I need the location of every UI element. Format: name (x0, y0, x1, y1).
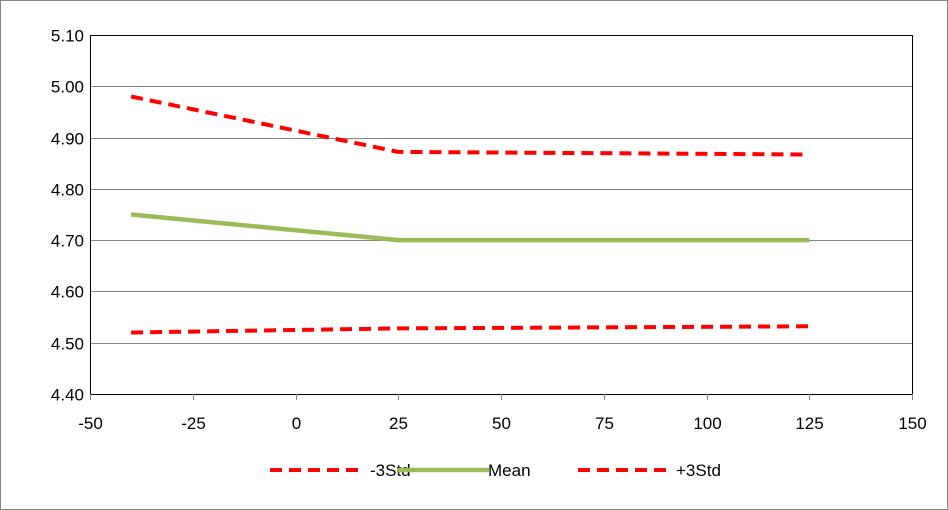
x-tick-label: 100 (693, 414, 721, 433)
y-tick-label: 5.10 (51, 27, 84, 46)
y-tick-label: 4.90 (51, 130, 84, 149)
legend: -3Std Mean +3Std (270, 461, 721, 480)
x-tick-label: 25 (389, 414, 408, 433)
x-tick-label: 50 (492, 414, 511, 433)
legend-label: Mean (488, 461, 531, 480)
x-tick-label: 150 (898, 414, 926, 433)
y-tick-label: 4.50 (51, 335, 84, 354)
y-tick-label: 4.70 (51, 232, 84, 251)
legend-label: +3Std (676, 461, 721, 480)
y-tick-label: 4.80 (51, 181, 84, 200)
axes: 4.40 4.50 4.60 4.70 4.80 4.90 5.00 5.10 -50 -25 0 2… (51, 27, 927, 434)
series-line-plus-3std (130, 94, 810, 157)
y-tick-label: 4.40 (51, 386, 84, 405)
x-tick-label: -50 (78, 414, 103, 433)
grid-lines (90, 35, 912, 395)
y-tick-label: 4.60 (51, 283, 84, 302)
plot-area-border (90, 35, 913, 395)
legend-label: -3Std (370, 461, 411, 480)
series-lines (130, 94, 810, 335)
x-tick-label: 75 (595, 414, 614, 433)
x-tick-label: -25 (181, 414, 206, 433)
x-tick-label: 0 (292, 414, 301, 433)
x-tick-label: 125 (795, 414, 823, 433)
y-tick-label: 5.00 (51, 78, 84, 97)
series-line-mean (130, 212, 810, 243)
series-line-minus-3std (131, 324, 810, 335)
